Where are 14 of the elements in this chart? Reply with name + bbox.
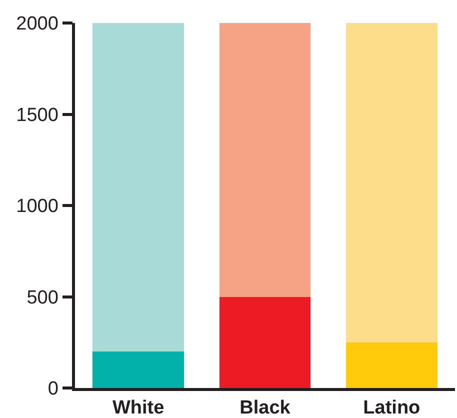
x-tick-label: Latino bbox=[363, 398, 420, 418]
bar bbox=[346, 23, 438, 342]
bar bbox=[219, 296, 311, 388]
y-tick-label: 2000 bbox=[16, 14, 58, 35]
x-tick-label: White bbox=[112, 398, 164, 418]
y-tick-label: 1500 bbox=[16, 104, 58, 126]
x-tick-label: Black bbox=[240, 398, 291, 418]
y-tick-label: 0 bbox=[48, 378, 58, 400]
bar bbox=[219, 23, 311, 297]
bar bbox=[346, 342, 438, 388]
y-tick-label: 500 bbox=[26, 287, 58, 308]
y-tick-label: 1000 bbox=[16, 196, 58, 218]
bar bbox=[92, 352, 184, 388]
bar bbox=[92, 23, 184, 352]
